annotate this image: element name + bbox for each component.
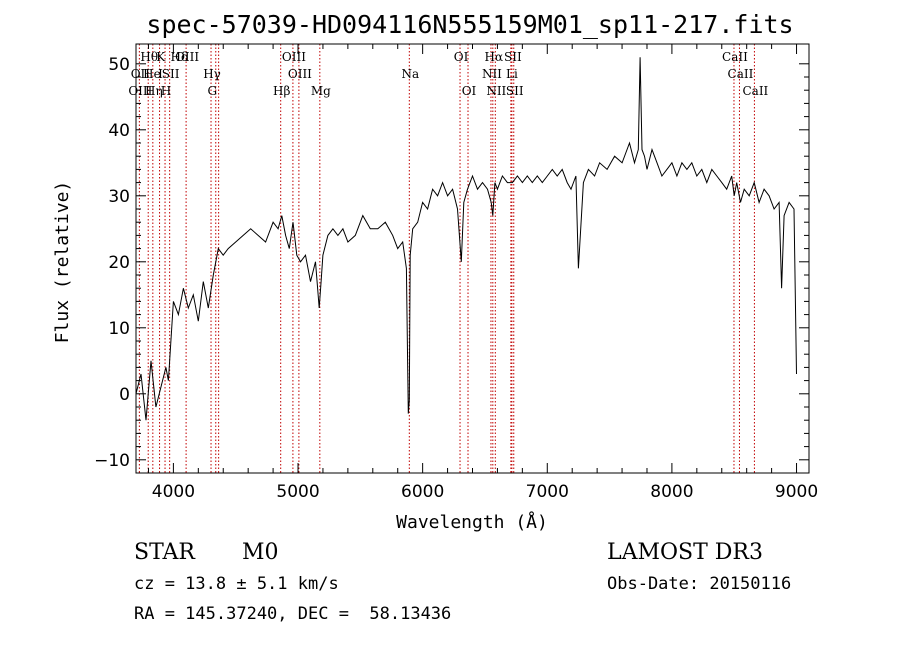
x-tick-label: 9000 [775, 482, 818, 502]
line-label: Li [506, 67, 518, 81]
x-tick-label: 6000 [401, 482, 444, 502]
line-label: SII [504, 50, 522, 64]
line-label: OIII [288, 67, 312, 81]
spectrum-series [135, 57, 797, 421]
line-label: Na [401, 67, 419, 81]
line-label: Hγ [203, 67, 221, 81]
line-label: OI [462, 84, 477, 98]
line-markers [138, 44, 755, 473]
line-label: K [156, 50, 166, 64]
spectrum-chart: spec-57039-HD094116N555159M01_sp11-217.f… [52, 10, 818, 533]
chart-title: spec-57039-HD094116N555159M01_sp11-217.f… [146, 10, 793, 39]
x-axis-label: Wavelength (Å) [396, 511, 548, 533]
plot-frame [135, 43, 810, 474]
line-label: Hη [145, 84, 163, 98]
line-label: Hβ [273, 84, 290, 98]
line-label: CaII [722, 50, 748, 64]
object-class: STAR [134, 540, 195, 565]
object-subclass: M0 [242, 540, 279, 565]
y-tick-label: 0 [119, 385, 130, 405]
y-tick-label: −10 [94, 451, 130, 471]
redshift-line: cz = 13.8 ± 5.1 km/s [134, 574, 339, 594]
x-tick-label: 7000 [526, 482, 569, 502]
line-label: OI [454, 50, 469, 64]
line-label: OIII [282, 50, 306, 64]
line-label: Hθ [140, 50, 158, 64]
line-label: He [143, 67, 161, 81]
line-label: I [158, 67, 163, 81]
x-tick-label: 4000 [152, 482, 195, 502]
line-label: SII [162, 67, 180, 81]
line-label: CaII [742, 84, 768, 98]
x-axis: 4000 5000 6000 7000 8000 9000 [147, 44, 818, 502]
y-tick-label: 30 [108, 187, 130, 207]
line-label: NII [486, 84, 506, 98]
line-label: H [161, 84, 171, 98]
line-label: OIII [175, 50, 199, 64]
y-axis: −10 0 10 20 30 40 50 [94, 55, 809, 471]
line-label: Mg [311, 84, 331, 98]
survey-name: LAMOST DR3 [607, 540, 763, 565]
y-tick-label: 20 [108, 253, 130, 273]
line-label: Hα [485, 50, 504, 64]
line-label: G [207, 84, 217, 98]
y-axis-label: Flux (relative) [52, 181, 73, 344]
line-label: Hδ [171, 50, 189, 64]
line-label: NII [482, 67, 502, 81]
coordinates-line: RA = 145.37240, DEC = 58.13436 [134, 604, 452, 624]
y-tick-label: 50 [108, 55, 130, 75]
y-tick-label: 40 [108, 121, 130, 141]
line-label: SII [506, 84, 524, 98]
x-tick-label: 5000 [276, 482, 319, 502]
line-label: CaII [728, 67, 754, 81]
y-tick-label: 10 [108, 319, 130, 339]
line-label: OII [131, 67, 151, 81]
observation-date: Obs-Date: 20150116 [607, 574, 792, 594]
line-label: OIII [128, 84, 152, 98]
spectrum-line [135, 57, 797, 421]
x-tick-label: 8000 [650, 482, 693, 502]
